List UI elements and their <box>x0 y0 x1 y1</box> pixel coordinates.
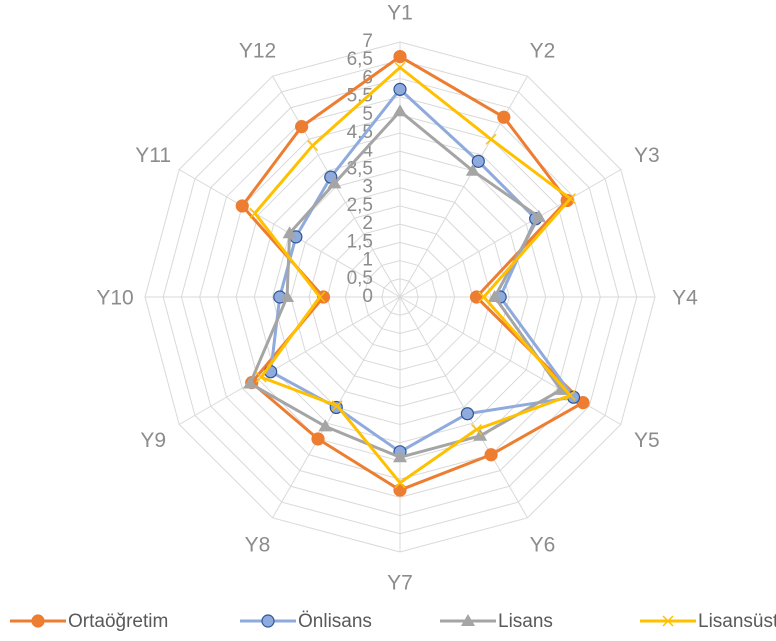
legend-label: Önlisans <box>298 611 372 632</box>
category-label: Y1 <box>387 2 413 25</box>
data-point <box>487 290 502 302</box>
data-point <box>564 193 576 205</box>
data-point <box>471 154 485 168</box>
data-point <box>280 290 295 302</box>
data-point <box>531 209 546 222</box>
tick-label: 5 <box>362 104 373 125</box>
legend-item: Lisansüstü <box>640 611 776 632</box>
tick-label: 4,5 <box>347 122 373 143</box>
legend-label: Lisans <box>498 611 553 632</box>
data-point <box>311 432 325 446</box>
tick-label: 1 <box>362 250 373 271</box>
legend-label: Ortaöğretim <box>68 611 168 632</box>
data-point <box>469 290 484 304</box>
data-point <box>393 104 407 117</box>
data-point <box>314 291 326 303</box>
spoke <box>399 169 622 298</box>
legend-item: Lisans <box>440 611 553 632</box>
data-point <box>243 376 258 389</box>
tick-label: 2 <box>362 213 373 234</box>
category-label: Y6 <box>530 533 556 556</box>
data-point <box>478 291 490 303</box>
data-point <box>485 133 497 145</box>
legend-marker <box>261 614 275 628</box>
data-point <box>564 389 576 401</box>
data-point <box>393 82 407 96</box>
spoke <box>399 296 528 519</box>
category-label: Y8 <box>245 533 271 556</box>
data-point <box>316 290 331 304</box>
legend-marker <box>662 615 674 627</box>
data-point <box>460 407 474 421</box>
data-point <box>393 49 407 64</box>
tick-label: 0 <box>362 286 373 307</box>
tick-label: 7 <box>362 31 373 52</box>
tick-label: 3,5 <box>347 159 373 180</box>
legend-marker <box>31 614 45 628</box>
data-point <box>295 120 309 134</box>
tick-label: 0,5 <box>347 268 373 289</box>
category-label: Y5 <box>634 429 660 452</box>
data-point <box>249 207 261 219</box>
category-label: Y10 <box>96 287 133 310</box>
category-label: Y3 <box>634 144 660 167</box>
data-point <box>465 163 480 176</box>
tick-label: 1,5 <box>347 231 373 252</box>
data-point <box>307 140 319 152</box>
legend-label: Lisansüstü <box>698 611 776 632</box>
category-label: Y2 <box>530 40 556 63</box>
data-point <box>393 450 407 463</box>
data-point <box>553 382 568 395</box>
category-label: Y9 <box>140 429 166 452</box>
data-point <box>470 423 483 436</box>
tick-label: 6,5 <box>347 49 373 70</box>
category-label: Y7 <box>387 572 413 595</box>
tick-label: 2,5 <box>347 195 373 216</box>
data-point <box>394 477 406 489</box>
category-label: Y11 <box>135 144 171 167</box>
data-point <box>327 176 342 189</box>
category-label: Y4 <box>672 287 698 310</box>
data-point <box>318 419 333 432</box>
data-point <box>393 483 407 497</box>
data-point <box>331 400 343 412</box>
data-point <box>255 371 267 383</box>
legend-marker <box>461 614 475 626</box>
data-point <box>235 199 249 213</box>
data-point <box>497 110 511 124</box>
data-point <box>282 226 297 239</box>
data-point <box>484 448 498 462</box>
legend-item: Önlisans <box>240 611 372 632</box>
spoke <box>178 296 401 425</box>
category-label: Y12 <box>239 40 276 63</box>
tick-label: 3 <box>362 177 373 198</box>
data-point <box>473 428 488 441</box>
data-point <box>394 61 406 74</box>
tick-label: 4 <box>362 140 373 161</box>
